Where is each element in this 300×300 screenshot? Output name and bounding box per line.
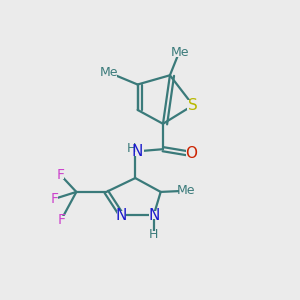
FancyBboxPatch shape (185, 149, 196, 158)
FancyBboxPatch shape (178, 186, 194, 195)
FancyBboxPatch shape (149, 211, 158, 219)
Text: H: H (126, 142, 136, 155)
Text: N: N (131, 144, 143, 159)
FancyBboxPatch shape (187, 100, 200, 110)
FancyBboxPatch shape (50, 195, 59, 203)
Text: S: S (188, 98, 198, 113)
Text: Me: Me (171, 46, 190, 59)
Text: F: F (57, 213, 65, 226)
FancyBboxPatch shape (172, 48, 187, 57)
FancyBboxPatch shape (102, 69, 117, 77)
FancyBboxPatch shape (117, 211, 126, 219)
Text: H: H (149, 228, 158, 241)
FancyBboxPatch shape (56, 171, 64, 178)
Text: N: N (116, 208, 127, 223)
Text: F: F (56, 168, 64, 182)
Text: Me: Me (100, 67, 118, 80)
Text: N: N (148, 208, 159, 223)
FancyBboxPatch shape (150, 231, 158, 239)
Text: F: F (50, 192, 59, 206)
FancyBboxPatch shape (57, 216, 65, 224)
Text: O: O (185, 146, 197, 161)
Text: Me: Me (177, 184, 195, 197)
FancyBboxPatch shape (127, 147, 144, 156)
